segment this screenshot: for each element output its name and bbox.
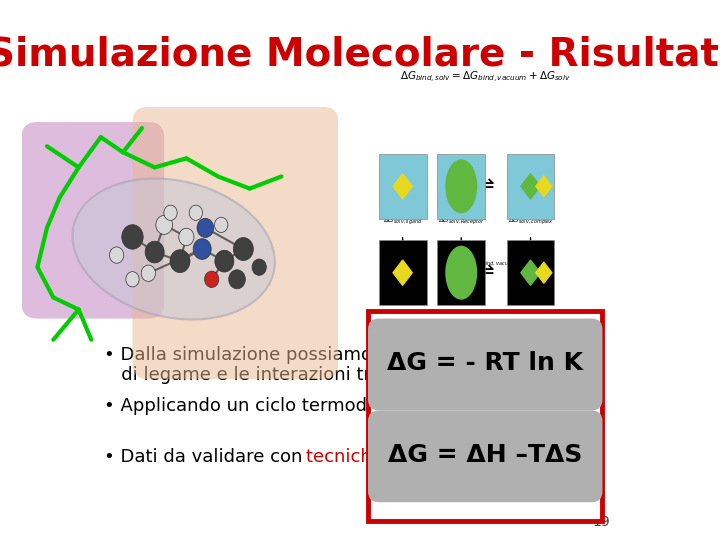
Polygon shape (536, 262, 552, 283)
FancyBboxPatch shape (132, 107, 338, 379)
Text: • Applicando un ciclo termodinamico: • Applicando un ciclo termodinamico (104, 397, 438, 415)
FancyBboxPatch shape (507, 154, 554, 219)
FancyBboxPatch shape (379, 240, 427, 305)
Ellipse shape (233, 238, 253, 260)
Text: $\Delta G_{solv,ligand}$: $\Delta G_{solv,ligand}$ (383, 215, 423, 227)
Text: $\Delta G_{solv,Receptor}$: $\Delta G_{solv,Receptor}$ (438, 215, 485, 227)
Ellipse shape (215, 217, 228, 233)
FancyBboxPatch shape (368, 319, 603, 410)
Text: $\Delta G_{bind,solv} = \Delta E_{MM} + \Delta G_{solv} - T\Delta S$: $\Delta G_{bind,solv} = \Delta E_{MM} + … (402, 316, 568, 331)
Ellipse shape (126, 272, 139, 287)
Text: $\Delta G_{solv,complex}$: $\Delta G_{solv,complex}$ (508, 215, 553, 227)
Ellipse shape (141, 265, 156, 281)
Ellipse shape (109, 247, 124, 264)
Ellipse shape (252, 259, 266, 275)
Polygon shape (393, 260, 413, 285)
Text: tecniche sperimentali!: tecniche sperimentali! (306, 448, 508, 466)
Ellipse shape (445, 159, 477, 213)
FancyBboxPatch shape (437, 240, 485, 305)
Polygon shape (536, 176, 552, 197)
Ellipse shape (179, 228, 194, 246)
Ellipse shape (189, 205, 202, 220)
Text: ⇌: ⇌ (476, 262, 495, 283)
Polygon shape (521, 174, 540, 199)
Text: $\Delta G_{bind,solv} = \Delta G_{bind,vacuum} + \Delta G_{solv}$: $\Delta G_{bind,solv} = \Delta G_{bind,v… (400, 70, 571, 85)
Text: 19: 19 (593, 515, 611, 529)
Ellipse shape (156, 215, 173, 234)
Ellipse shape (215, 250, 234, 272)
Polygon shape (521, 260, 540, 285)
FancyBboxPatch shape (437, 154, 485, 219)
Ellipse shape (193, 239, 211, 259)
Ellipse shape (122, 225, 143, 249)
Text: ΔG = - RT ln K: ΔG = - RT ln K (387, 351, 583, 375)
Ellipse shape (204, 271, 219, 287)
Polygon shape (393, 174, 413, 199)
FancyBboxPatch shape (368, 410, 603, 502)
Text: Simulazione Molecolare - Risultati: Simulazione Molecolare - Risultati (0, 35, 720, 73)
Ellipse shape (445, 246, 477, 300)
FancyBboxPatch shape (379, 154, 427, 219)
Text: • Dati da validare con: • Dati da validare con (104, 448, 308, 466)
Text: • Dalla simulazione possiamo ottenere l’energia
   di legame e le interazioni tr: • Dalla simulazione possiamo ottenere l’… (104, 346, 540, 384)
Ellipse shape (170, 249, 190, 273)
FancyBboxPatch shape (22, 122, 164, 319)
Ellipse shape (145, 241, 164, 263)
Text: ΔG = ΔH –TΔS: ΔG = ΔH –TΔS (388, 443, 582, 467)
Text: ⇌: ⇌ (476, 176, 495, 197)
Ellipse shape (73, 179, 275, 320)
Ellipse shape (229, 270, 246, 289)
Ellipse shape (197, 218, 214, 238)
Text: $\Delta G_{bind,vacuum}$: $\Delta G_{bind,vacuum}$ (472, 258, 517, 267)
Ellipse shape (164, 205, 177, 220)
FancyBboxPatch shape (507, 240, 554, 305)
FancyBboxPatch shape (368, 310, 603, 521)
